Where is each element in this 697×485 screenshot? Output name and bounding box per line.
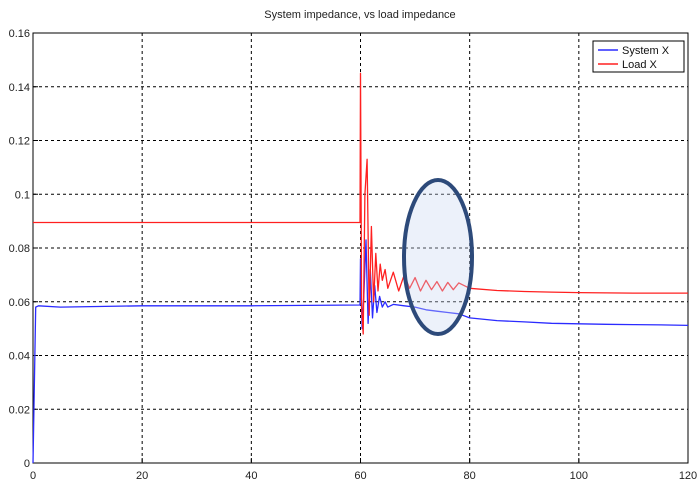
legend: System X Load X [592, 40, 685, 73]
x-tick-label: 0 [30, 470, 36, 482]
highlight-ellipse [402, 178, 474, 336]
y-tick-label: 0.14 [9, 82, 30, 94]
y-tick-label: 0.06 [9, 297, 30, 309]
x-tick-label: 20 [136, 470, 148, 482]
series-line-load-x [33, 72, 688, 335]
legend-label-system: System X [622, 45, 670, 57]
y-tick-label: 0.04 [9, 351, 30, 363]
y-tick-label: 0.16 [9, 28, 30, 40]
series-line-system-x [32, 239, 689, 464]
grid [33, 33, 688, 463]
y-tick-label: 0 [24, 458, 30, 470]
chart-title: System impedance, vs load impedance [264, 9, 455, 21]
x-tick-label: 60 [354, 470, 366, 482]
y-tick-label: 0.02 [9, 404, 30, 416]
axis-ticks: 0 20 40 60 80 100 120 0 0.02 0.04 0.06 0.08 0.1 0.12 0… [9, 28, 697, 482]
x-tick-label: 80 [464, 470, 476, 482]
legend-label-load: Load X [622, 59, 658, 71]
x-tick-label: 40 [245, 470, 257, 482]
series-lines [32, 72, 689, 464]
y-tick-label: 0.1 [15, 189, 30, 201]
y-tick-label: 0.08 [9, 243, 30, 255]
x-tick-label: 120 [679, 470, 697, 482]
legend-box [592, 40, 685, 73]
x-tick-label: 100 [570, 470, 588, 482]
y-tick-label: 0.12 [9, 136, 30, 148]
